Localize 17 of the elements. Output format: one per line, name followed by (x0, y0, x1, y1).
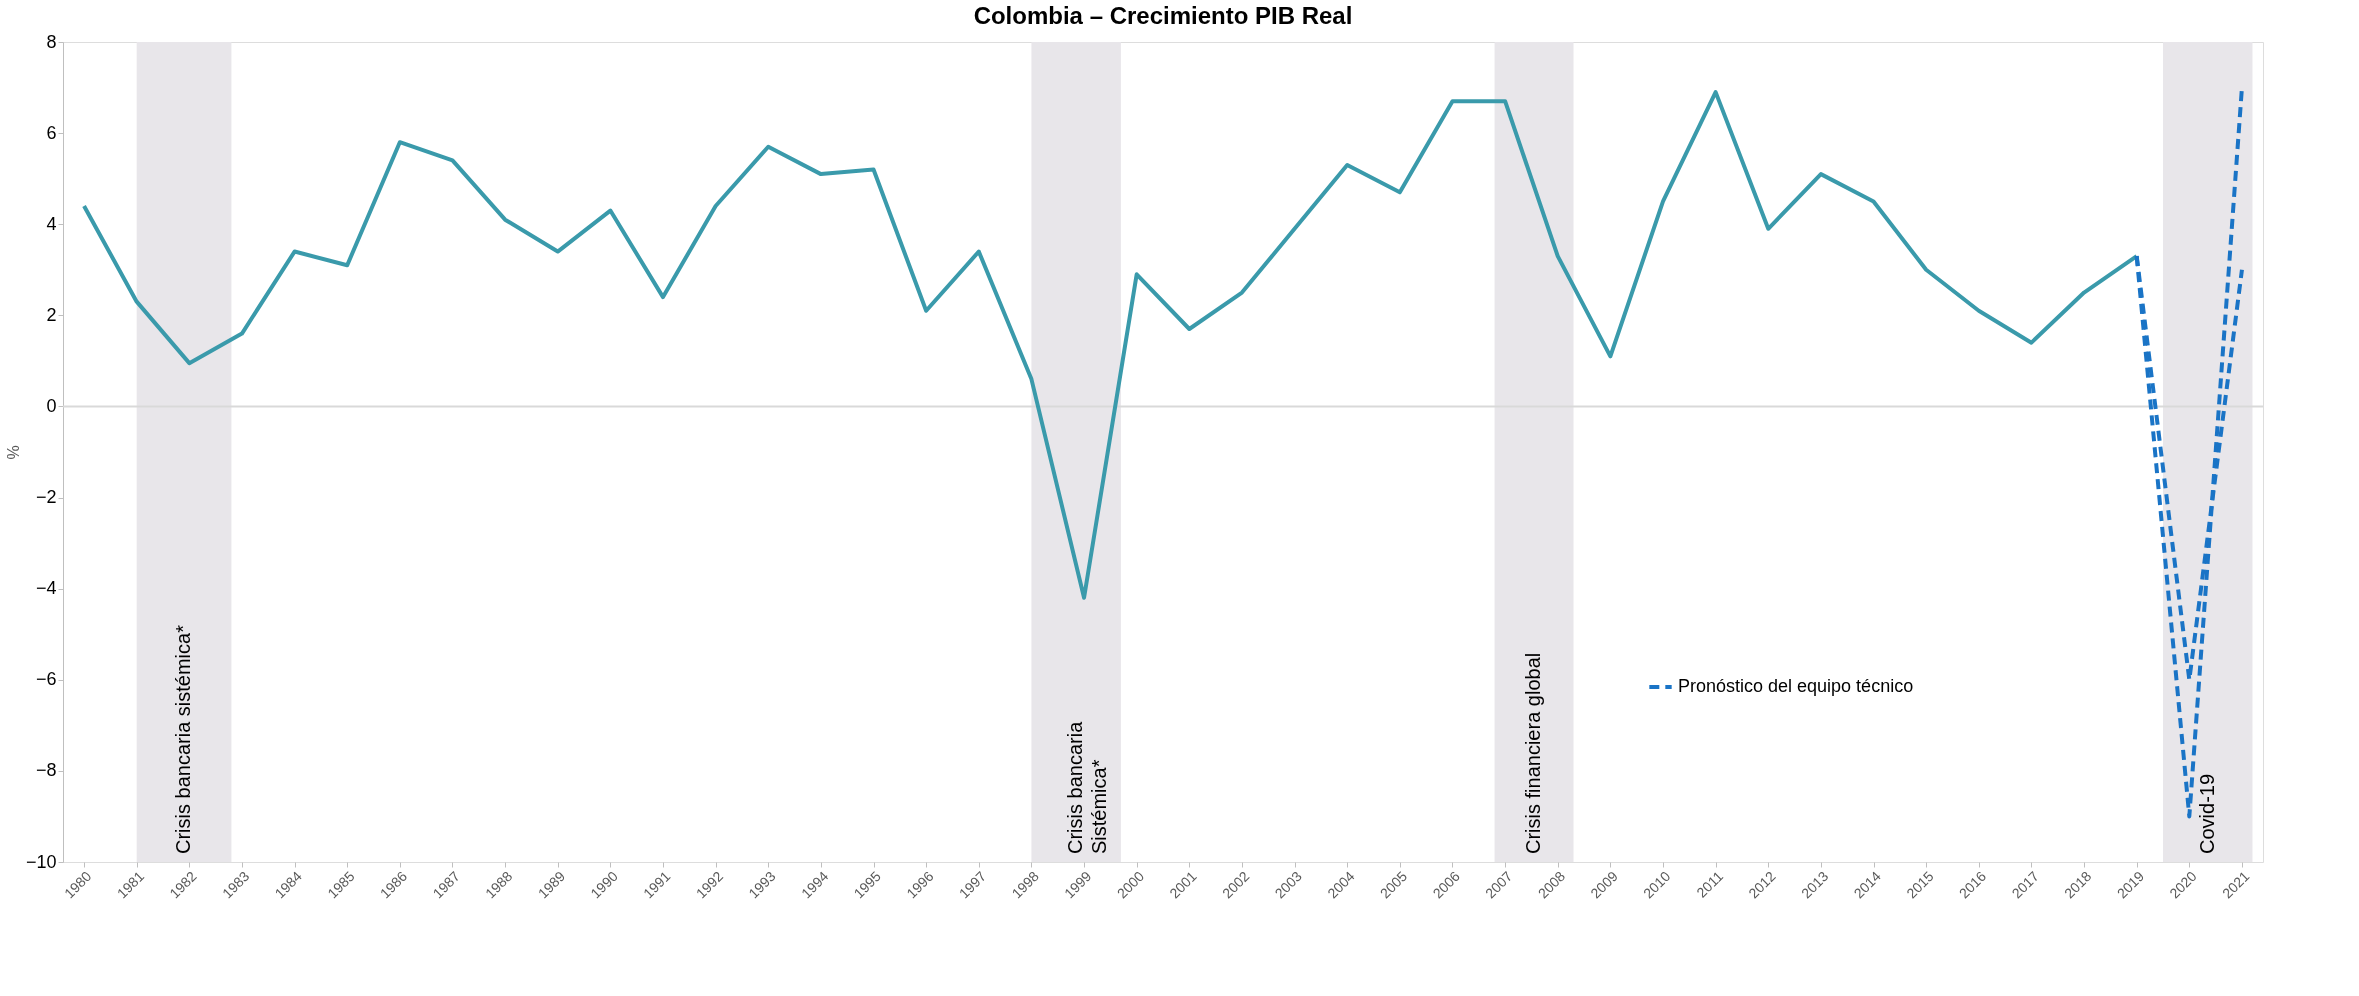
band-label: Crisis bancaria Sistémica* (1064, 720, 1111, 854)
legend-label: Pronóstico del equipo técnico (1678, 675, 1914, 696)
band-label: Crisis bancaria sistémica* (172, 624, 195, 854)
y-tick-label: −4 (35, 578, 57, 599)
y-tick-label: −2 (35, 487, 57, 508)
y-axis-title: % (4, 445, 22, 460)
chart-title: Colombia – Crecimiento PIB Real (973, 2, 1353, 29)
y-tick-label: 0 (46, 395, 57, 416)
y-tick-label: −6 (35, 669, 57, 690)
y-tick-label: −8 (35, 760, 57, 781)
y-tick-label: −10 (25, 851, 57, 872)
y-tick-label: 4 (46, 213, 57, 234)
band-label: Covid-19 (2195, 773, 2218, 854)
y-tick-label: 2 (46, 304, 57, 325)
band-label: Crisis financiera global (1522, 652, 1545, 854)
y-tick-label: 8 (46, 31, 57, 52)
y-tick-label: 6 (46, 122, 57, 143)
